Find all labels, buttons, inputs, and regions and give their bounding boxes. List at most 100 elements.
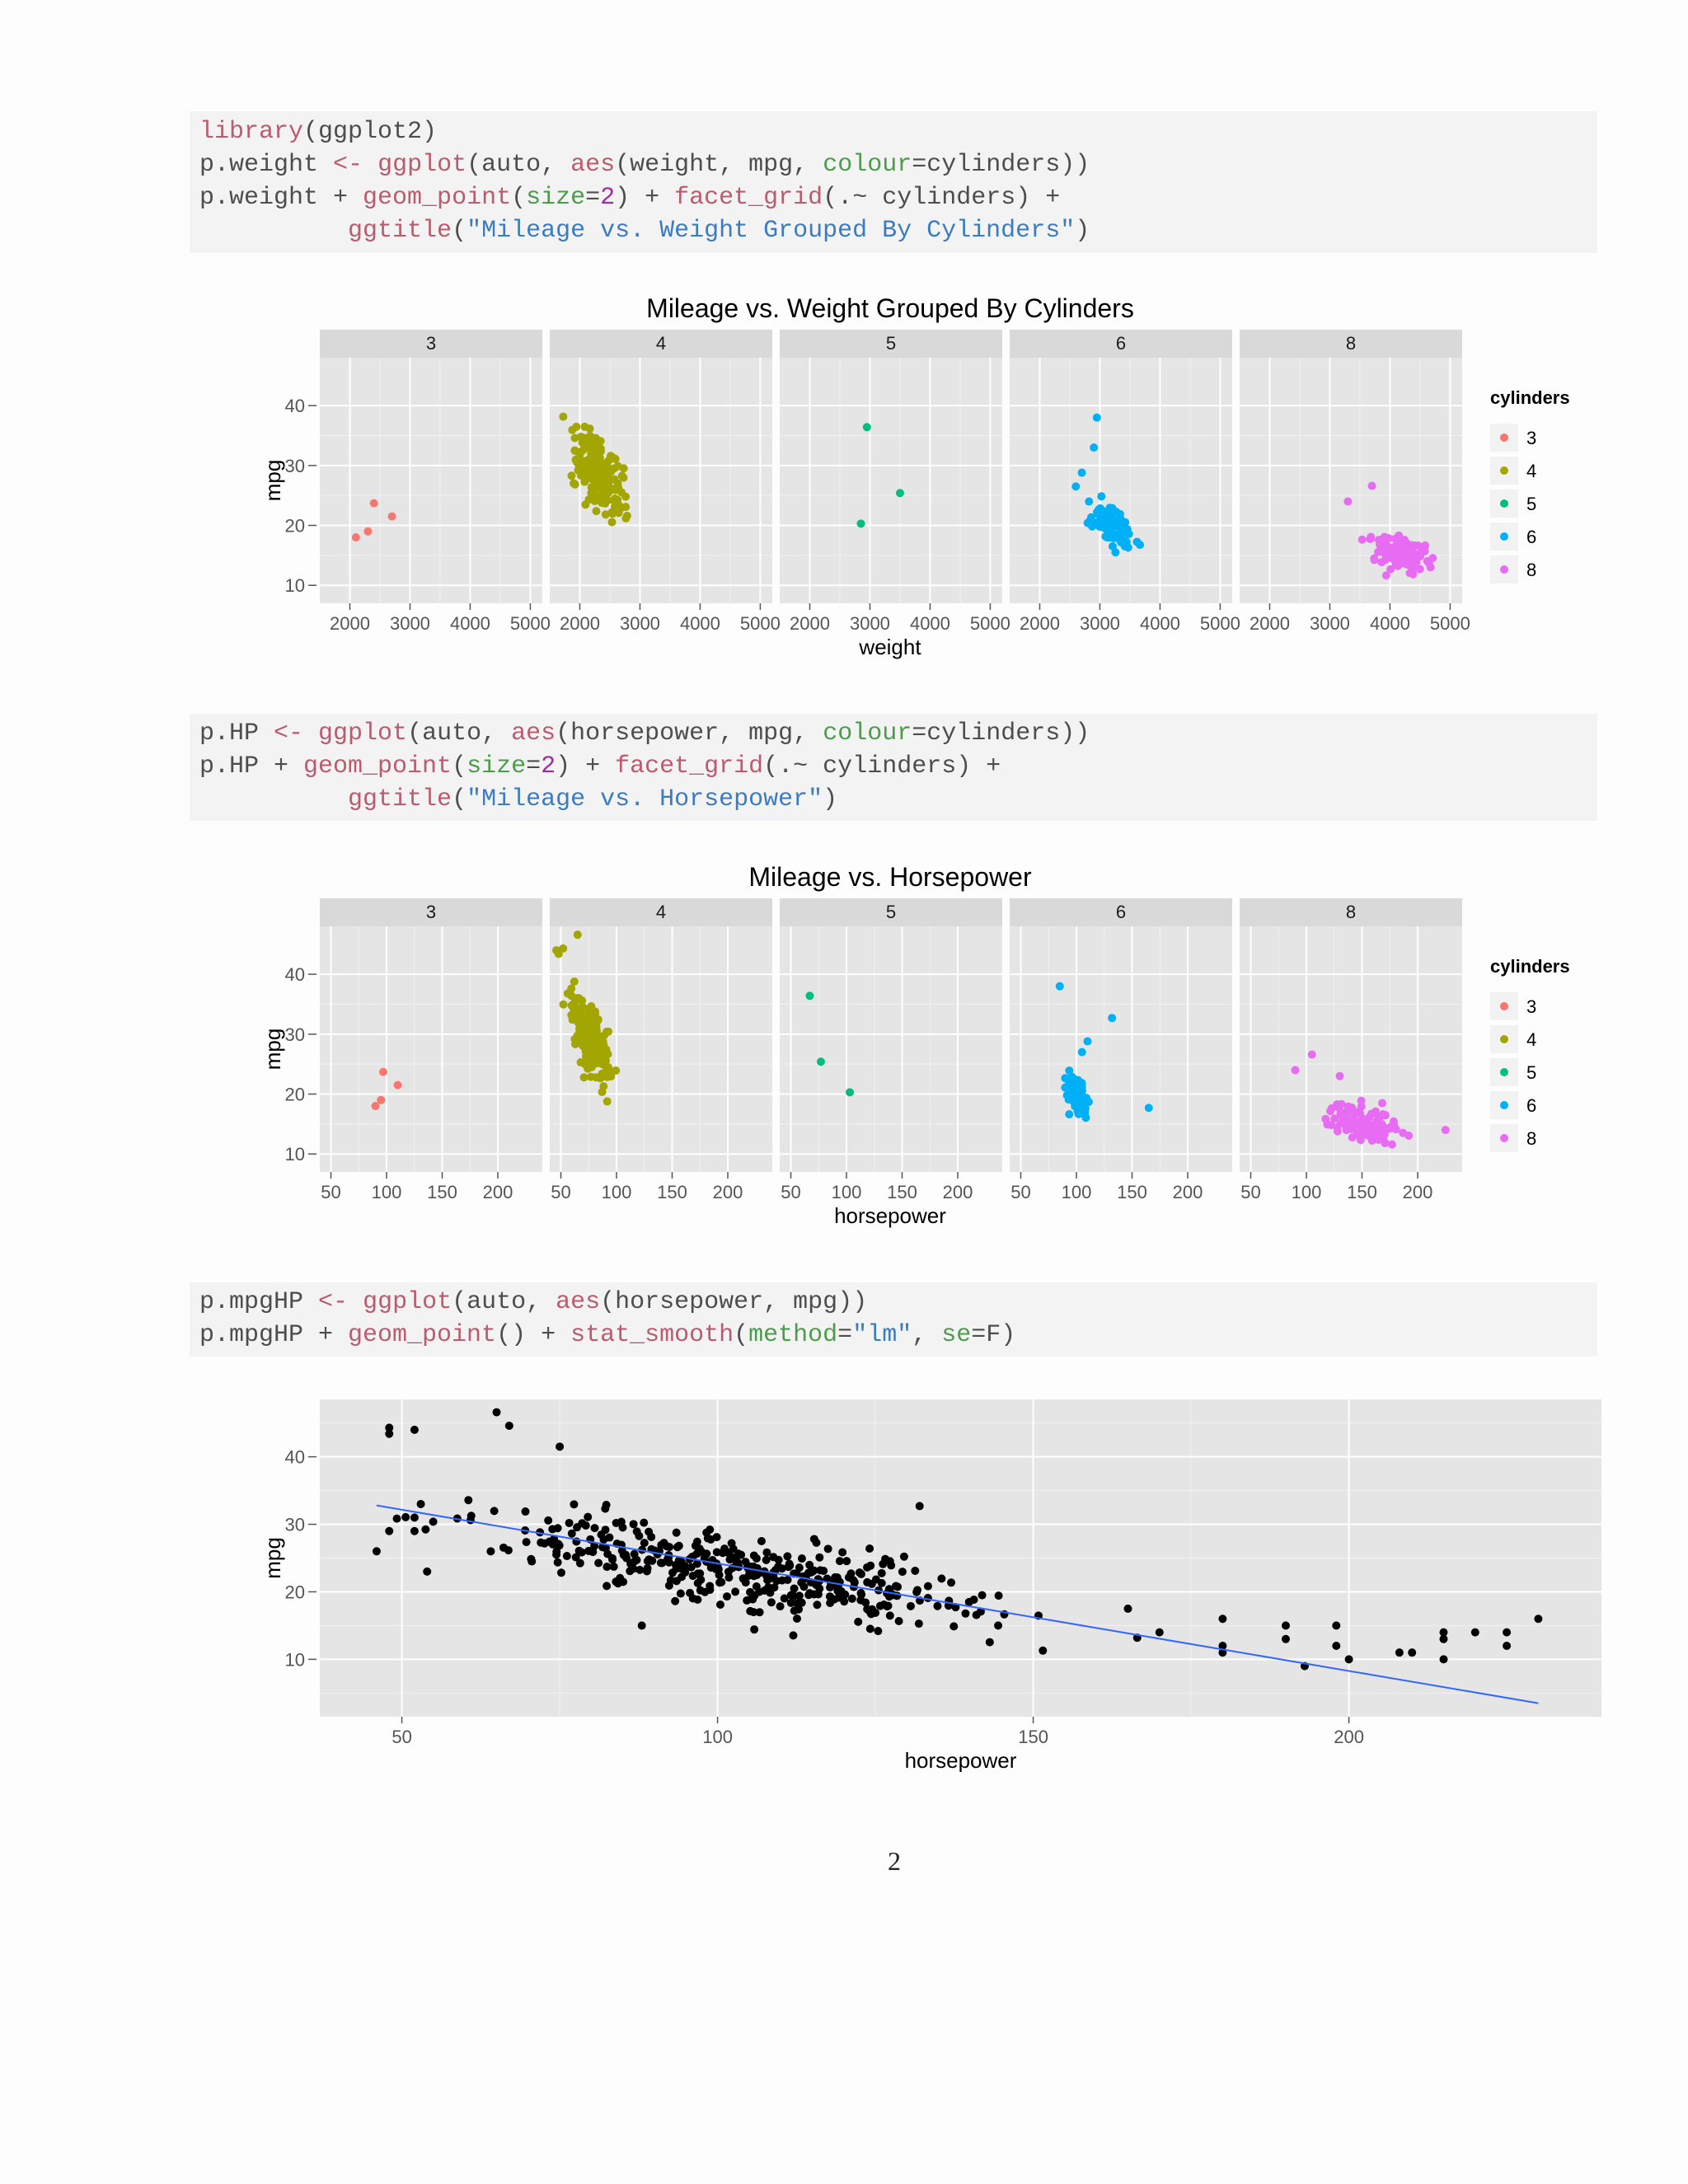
facet-strip bbox=[550, 898, 772, 926]
data-point bbox=[877, 1568, 886, 1577]
code-token: aes bbox=[570, 151, 616, 179]
data-point bbox=[1330, 1114, 1339, 1123]
data-point bbox=[490, 1507, 499, 1516]
legend-label: 3 bbox=[1526, 428, 1536, 448]
x-tick-label: 3000 bbox=[390, 613, 430, 634]
data-point bbox=[559, 944, 568, 953]
data-point bbox=[603, 1062, 612, 1071]
code-token: geom_point bbox=[363, 184, 512, 212]
data-point bbox=[1333, 1127, 1342, 1136]
data-point bbox=[715, 1601, 724, 1610]
legend-swatch bbox=[1500, 532, 1508, 541]
data-point bbox=[588, 1548, 598, 1557]
data-point bbox=[1074, 1109, 1083, 1118]
data-point bbox=[574, 994, 584, 1003]
data-point bbox=[923, 1582, 932, 1591]
data-point bbox=[865, 1544, 874, 1553]
data-point bbox=[416, 1499, 425, 1508]
data-point bbox=[792, 1569, 801, 1578]
x-tick-label: 3000 bbox=[1310, 613, 1350, 634]
facet-strip bbox=[1240, 898, 1462, 926]
data-point bbox=[581, 1060, 590, 1069]
data-point bbox=[578, 1002, 587, 1011]
data-point bbox=[815, 1584, 824, 1593]
code-token: geom_point bbox=[303, 752, 452, 780]
data-point bbox=[693, 1595, 702, 1604]
data-point bbox=[1503, 1628, 1512, 1637]
x-tick-label: 5000 bbox=[740, 613, 781, 634]
code-token: (.~ cylinders) + bbox=[763, 752, 1001, 780]
data-point bbox=[1357, 1122, 1367, 1131]
code-token: "lm" bbox=[852, 1321, 912, 1349]
data-point bbox=[1367, 481, 1376, 490]
data-point bbox=[664, 1581, 673, 1590]
facet-strip bbox=[1010, 330, 1232, 358]
x-tick-label: 4000 bbox=[910, 613, 950, 634]
x-tick-label: 100 bbox=[832, 1182, 862, 1202]
x-tick-label: 3000 bbox=[620, 613, 660, 634]
legend-label: 4 bbox=[1526, 461, 1536, 481]
panel-background bbox=[780, 926, 1002, 1172]
data-point bbox=[1409, 548, 1418, 557]
data-point bbox=[994, 1621, 1003, 1630]
data-point bbox=[1093, 518, 1102, 527]
data-point bbox=[1344, 1655, 1353, 1664]
data-point bbox=[847, 1594, 856, 1603]
data-point bbox=[1415, 565, 1424, 574]
data-point bbox=[1090, 443, 1099, 452]
data-point bbox=[837, 1593, 846, 1602]
data-point bbox=[369, 499, 378, 508]
code-token: library bbox=[199, 118, 304, 146]
data-point bbox=[598, 1087, 607, 1096]
y-tick-label: 10 bbox=[285, 1144, 305, 1165]
data-point bbox=[1348, 1133, 1357, 1142]
code-line: p.mpgHP + geom_point() + stat_smooth(met… bbox=[199, 1319, 1587, 1352]
data-point bbox=[874, 1627, 883, 1636]
code-token: (auto, bbox=[407, 719, 512, 748]
data-point bbox=[696, 1575, 706, 1584]
data-point bbox=[792, 1614, 801, 1623]
data-point bbox=[1061, 1074, 1070, 1083]
x-axis-label: weight bbox=[858, 635, 921, 659]
legend-swatch bbox=[1500, 499, 1508, 508]
data-point bbox=[809, 1590, 818, 1599]
code-token: (weight, mpg, bbox=[615, 151, 823, 179]
data-point bbox=[743, 1596, 752, 1605]
data-point bbox=[1155, 1628, 1164, 1637]
data-point bbox=[570, 1007, 579, 1016]
data-point bbox=[589, 1020, 598, 1029]
data-point bbox=[846, 1569, 856, 1578]
facet-strip bbox=[1010, 898, 1232, 926]
code-line: p.weight + geom_point(size=2) + facet_gr… bbox=[199, 181, 1587, 214]
data-point bbox=[950, 1622, 959, 1631]
data-point bbox=[1074, 1092, 1083, 1101]
x-tick-label: 5000 bbox=[1200, 613, 1240, 634]
data-point bbox=[601, 1046, 610, 1055]
code-token: size bbox=[526, 184, 586, 212]
data-point bbox=[732, 1558, 741, 1568]
data-point bbox=[774, 1562, 783, 1571]
data-point bbox=[640, 1539, 649, 1548]
data-point bbox=[1326, 1107, 1335, 1116]
data-point bbox=[1365, 1113, 1374, 1122]
code-token bbox=[199, 217, 348, 245]
code-token bbox=[363, 151, 377, 179]
data-point bbox=[1356, 1109, 1365, 1118]
data-point bbox=[1071, 482, 1081, 491]
data-point bbox=[621, 503, 631, 512]
data-point bbox=[850, 1577, 859, 1586]
data-point bbox=[603, 1072, 612, 1081]
data-point bbox=[1281, 1621, 1290, 1630]
facet-label: 4 bbox=[656, 902, 666, 922]
data-point bbox=[613, 479, 622, 488]
x-tick-label: 150 bbox=[427, 1182, 457, 1202]
data-point bbox=[681, 1562, 690, 1571]
data-point bbox=[825, 1592, 834, 1601]
data-point bbox=[978, 1591, 987, 1600]
data-point bbox=[883, 1602, 892, 1611]
data-point bbox=[582, 1044, 591, 1053]
data-point bbox=[1382, 541, 1391, 551]
data-point bbox=[602, 1501, 611, 1510]
data-point bbox=[609, 1562, 618, 1571]
data-point bbox=[774, 1555, 783, 1564]
